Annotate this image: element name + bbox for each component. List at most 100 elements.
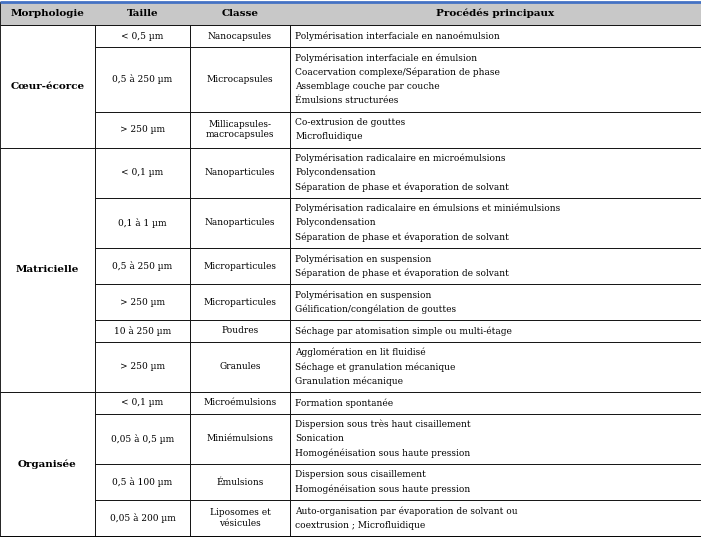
Text: Homogénéisation sous haute pression: Homogénéisation sous haute pression — [295, 449, 470, 458]
Text: Co-extrusion de gouttes: Co-extrusion de gouttes — [295, 118, 405, 127]
Text: Séchage par atomisation simple ou multi-étage: Séchage par atomisation simple ou multi-… — [295, 326, 512, 336]
Text: Coacervation complexe/Séparation de phase: Coacervation complexe/Séparation de phas… — [295, 67, 500, 77]
Bar — [0, 392, 95, 536]
Text: > 250 µm: > 250 µm — [120, 125, 165, 134]
Text: Matricielle: Matricielle — [16, 265, 79, 274]
Text: Polymérisation interfaciale en émulsion: Polymérisation interfaciale en émulsion — [295, 53, 477, 62]
Bar — [190, 284, 290, 320]
Text: Séparation de phase et évaporation de solvant: Séparation de phase et évaporation de so… — [295, 268, 509, 278]
Text: Séchage et granulation mécanique: Séchage et granulation mécanique — [295, 362, 456, 372]
Text: Polymérisation interfaciale en nanoémulsion: Polymérisation interfaciale en nanoémuls… — [295, 31, 500, 41]
Text: Dispersion sous cisaillement: Dispersion sous cisaillement — [295, 470, 426, 479]
Text: 0,1 à 1 µm: 0,1 à 1 µm — [118, 218, 167, 228]
Text: Miniémulsions: Miniémulsions — [207, 434, 273, 443]
Bar — [290, 392, 701, 414]
Text: 0,05 à 0,5 µm: 0,05 à 0,5 µm — [111, 434, 174, 444]
Bar — [95, 464, 190, 500]
Text: Cœur-écorce: Cœur-écorce — [11, 82, 85, 91]
Bar — [95, 392, 190, 414]
Bar — [290, 342, 701, 392]
Text: Microparticules: Microparticules — [203, 298, 276, 307]
Bar — [290, 198, 701, 248]
Text: < 0,1 µm: < 0,1 µm — [121, 399, 163, 407]
Bar — [190, 414, 290, 464]
Bar — [95, 414, 190, 464]
Text: Poudres: Poudres — [222, 327, 259, 335]
Text: Procédés principaux: Procédés principaux — [437, 9, 554, 18]
Bar — [190, 392, 290, 414]
Bar — [290, 464, 701, 500]
Text: < 0,5 µm: < 0,5 µm — [121, 32, 164, 41]
Text: Formation spontanée: Formation spontanée — [295, 398, 393, 408]
Bar — [290, 500, 701, 536]
Bar — [0, 2, 701, 25]
Text: Morphologie: Morphologie — [11, 9, 84, 18]
Text: Nanocapsules: Nanocapsules — [208, 32, 272, 41]
Text: 10 à 250 µm: 10 à 250 µm — [114, 326, 171, 336]
Bar — [190, 464, 290, 500]
Bar — [190, 320, 290, 342]
Text: Polycondensation: Polycondensation — [295, 168, 376, 177]
Text: Agglomération en lit fluidisé: Agglomération en lit fluidisé — [295, 348, 426, 357]
Bar — [95, 248, 190, 284]
Bar — [290, 414, 701, 464]
Text: Millicapsules-
macrocapsules: Millicapsules- macrocapsules — [206, 120, 274, 139]
Text: Polymérisation en suspension: Polymérisation en suspension — [295, 290, 431, 300]
Bar — [290, 284, 701, 320]
Bar — [95, 47, 190, 111]
Bar — [95, 111, 190, 147]
Text: Séparation de phase et évaporation de solvant: Séparation de phase et évaporation de so… — [295, 182, 509, 192]
Text: 0,5 à 100 µm: 0,5 à 100 µm — [112, 477, 172, 487]
Bar — [290, 248, 701, 284]
Text: Émulsions: Émulsions — [217, 478, 264, 486]
Text: Polycondensation: Polycondensation — [295, 218, 376, 228]
Text: Microcapsules: Microcapsules — [207, 75, 273, 84]
Text: coextrusion ; Microfluidique: coextrusion ; Microfluidique — [295, 521, 426, 529]
Bar — [95, 198, 190, 248]
Bar — [95, 320, 190, 342]
Bar — [190, 342, 290, 392]
Bar — [0, 147, 95, 392]
Text: Émulsions structurées: Émulsions structurées — [295, 96, 398, 105]
Text: Liposomes et
vésicules: Liposomes et vésicules — [210, 508, 271, 528]
Bar — [290, 47, 701, 111]
Text: Nanoparticules: Nanoparticules — [205, 168, 275, 177]
Text: Gélification/congélation de gouttes: Gélification/congélation de gouttes — [295, 305, 456, 314]
Text: > 250 µm: > 250 µm — [120, 298, 165, 307]
Bar — [190, 147, 290, 198]
Text: 0,5 à 250 µm: 0,5 à 250 µm — [112, 74, 172, 84]
Text: Granules: Granules — [219, 363, 261, 371]
Bar — [290, 147, 701, 198]
Bar — [290, 111, 701, 147]
Bar — [190, 500, 290, 536]
Text: Auto-organisation par évaporation de solvant ou: Auto-organisation par évaporation de sol… — [295, 506, 517, 515]
Bar — [290, 25, 701, 47]
Bar — [290, 320, 701, 342]
Text: Polymérisation en suspension: Polymérisation en suspension — [295, 254, 431, 264]
Bar — [190, 111, 290, 147]
Text: > 250 µm: > 250 µm — [120, 363, 165, 371]
Bar — [95, 147, 190, 198]
Text: Séparation de phase et évaporation de solvant: Séparation de phase et évaporation de so… — [295, 232, 509, 242]
Text: Homogénéisation sous haute pression: Homogénéisation sous haute pression — [295, 484, 470, 494]
Text: Microémulsions: Microémulsions — [203, 399, 277, 407]
Text: < 0,1 µm: < 0,1 µm — [121, 168, 163, 177]
Text: Classe: Classe — [222, 9, 259, 18]
Text: 0,5 à 250 µm: 0,5 à 250 µm — [112, 261, 172, 271]
Text: Granulation mécanique: Granulation mécanique — [295, 377, 403, 386]
Bar — [95, 500, 190, 536]
Bar — [190, 198, 290, 248]
Text: Assemblage couche par couche: Assemblage couche par couche — [295, 82, 440, 91]
Text: Organisée: Organisée — [18, 459, 77, 469]
Text: Taille: Taille — [127, 9, 158, 18]
Bar — [95, 25, 190, 47]
Text: Microparticules: Microparticules — [203, 261, 276, 271]
Bar — [190, 47, 290, 111]
Bar — [95, 342, 190, 392]
Text: Sonication: Sonication — [295, 434, 344, 443]
Text: Nanoparticules: Nanoparticules — [205, 218, 275, 228]
Bar — [190, 248, 290, 284]
Bar — [190, 25, 290, 47]
Bar — [0, 25, 95, 147]
Text: Dispersion sous très haut cisaillement: Dispersion sous très haut cisaillement — [295, 420, 470, 429]
